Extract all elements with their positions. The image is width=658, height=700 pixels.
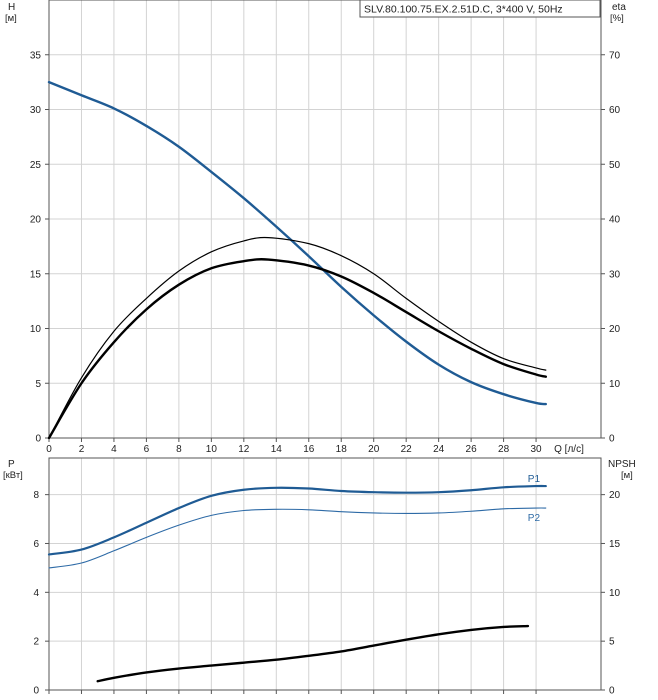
- y-right-tick-label: 60: [609, 105, 621, 116]
- y-left-tick-label: 0: [35, 434, 41, 445]
- y-right-tick-label: 10: [609, 379, 621, 390]
- y-right-tick-label: 5: [609, 637, 615, 648]
- top-x-ticks: 0 2 4 6 8 10 12 14 16 18 20 22 24 26 28 30: [46, 438, 542, 455]
- bottom-grid: [49, 458, 601, 690]
- x-tick-label: 20: [368, 444, 380, 455]
- x-tick-label: 18: [336, 444, 348, 455]
- x-tick-label: 12: [238, 444, 250, 455]
- x-tick-label: 28: [498, 444, 510, 455]
- y-left-tick-label: 10: [30, 324, 42, 335]
- y-right-tick-label: 0: [609, 686, 615, 697]
- y-left-axis-name: H: [8, 2, 15, 13]
- y-left-tick-label: 30: [30, 105, 42, 116]
- y-left-tick-label: 35: [30, 50, 42, 61]
- y-left-tick-label: 5: [35, 379, 41, 390]
- x-tick-label: 14: [271, 444, 283, 455]
- y-right-tick-label: 10: [609, 588, 621, 599]
- x-tick-label: 30: [530, 444, 542, 455]
- y-left-tick-label: 6: [33, 539, 39, 550]
- y-right-axis-unit: [м]: [621, 470, 633, 481]
- x-tick-label: 8: [176, 444, 182, 455]
- y-right-tick-label: 30: [609, 269, 621, 280]
- x-tick-label: 4: [111, 444, 117, 455]
- y-right-tick-label: 20: [609, 324, 621, 335]
- y-left-tick-label: 2: [33, 637, 39, 648]
- x-tick-label: 10: [206, 444, 218, 455]
- x-tick-label: 22: [401, 444, 413, 455]
- y-right-axis-name: eta: [612, 2, 626, 13]
- title-box-frame: [359, 0, 601, 18]
- y-right-axis-name: NPSH: [608, 459, 636, 470]
- series-label-p1: P1: [528, 474, 541, 485]
- x-tick-label: 16: [303, 444, 315, 455]
- chart-title-box: SLV.80.100.75.EX.2.51D.C, 3*400 V, 50Hz: [359, 0, 601, 18]
- x-tick-label: 0: [46, 444, 52, 455]
- y-left-tick-label: 0: [33, 686, 39, 697]
- y-right-tick-label: 15: [609, 539, 621, 550]
- power-p2-curve: [48, 507, 547, 569]
- y-right-tick-label: 40: [609, 215, 621, 226]
- y-left-axis-name: P: [8, 459, 15, 470]
- bottom-panel: 0 2 4 6 8 0 5 10 15 20 P[кВт] NPSH[м] P1 P2: [3, 457, 636, 697]
- bottom-series: P1 P2: [47, 474, 547, 683]
- y-right-axis-unit: [%]: [610, 13, 624, 24]
- bottom-x-tick-marks: [48, 690, 537, 694]
- series-label-p2: P2: [528, 513, 541, 524]
- top-y-right-ticks: 0 10 20 30 40 50 60 70: [601, 50, 621, 445]
- x-tick-label: 2: [79, 444, 85, 455]
- y-right-tick-label: 20: [609, 490, 621, 501]
- y-right-tick-label: 70: [609, 50, 621, 61]
- head-curve: [47, 80, 547, 406]
- y-left-tick-label: 4: [33, 588, 39, 599]
- bottom-y-right-ticks: 0 5 10 15 20: [601, 490, 621, 697]
- top-panel: 0 2 4 6 8 10 12 14 16 18 20 22 24 26 28 30 Q [л/с]051015…: [5, 0, 626, 455]
- y-left-tick-label: 25: [30, 160, 42, 171]
- bottom-plot-frame: [48, 457, 602, 691]
- npsh-curve: [96, 624, 530, 683]
- top-series: [47, 80, 547, 440]
- y-left-tick-label: 20: [30, 215, 42, 226]
- efficiency-curve-bold: [47, 258, 547, 440]
- y-left-tick-label: 15: [30, 269, 42, 280]
- y-left-tick-label: 8: [33, 490, 39, 501]
- chart-title: SLV.80.100.75.EX.2.51D.C, 3*400 V, 50Hz: [364, 4, 563, 16]
- bottom-y-left-ticks: 0 2 4 6 8: [33, 490, 49, 697]
- x-tick-label: 24: [433, 444, 445, 455]
- x-tick-label: 26: [466, 444, 478, 455]
- y-left-axis-unit: [м]: [5, 13, 17, 24]
- y-right-tick-label: 0: [609, 434, 615, 445]
- x-axis-label: Q [л/с]: [554, 444, 584, 455]
- y-right-tick-label: 50: [609, 160, 621, 171]
- x-tick-label: 6: [144, 444, 150, 455]
- y-left-axis-unit: [кВт]: [3, 470, 23, 481]
- efficiency-curve-thin: [48, 236, 547, 439]
- top-y-left-ticks: 0 5 10 15 20 25 30 35: [30, 50, 49, 445]
- top-grid: [49, 0, 601, 438]
- power-p1-curve: [47, 484, 547, 556]
